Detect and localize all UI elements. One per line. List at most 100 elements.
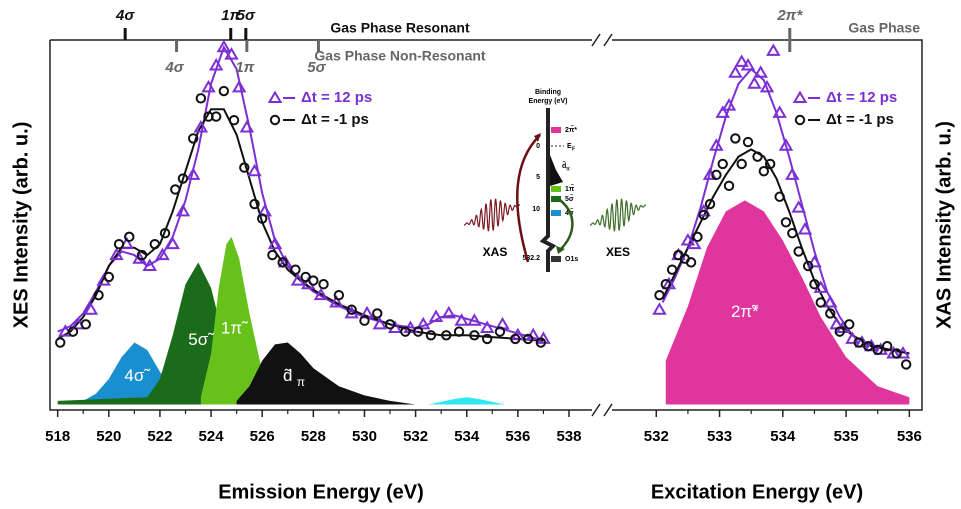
level-label: E bbox=[567, 143, 572, 150]
marker-triangle bbox=[109, 247, 124, 261]
marker-circle bbox=[187, 133, 199, 144]
inset-title: Energy (eV) bbox=[529, 98, 568, 105]
gas-phase-title: Gas Phase Resonant bbox=[330, 20, 470, 36]
x-tick-label: 530 bbox=[352, 428, 377, 445]
inset-title: Binding bbox=[535, 89, 561, 96]
marker-circle bbox=[900, 359, 912, 370]
marker-triangle bbox=[759, 79, 775, 93]
x-tick-label: 534 bbox=[770, 428, 796, 445]
marker-triangle bbox=[208, 58, 224, 71]
marker-circle bbox=[170, 184, 181, 195]
x-tick-label: 536 bbox=[897, 428, 922, 445]
marker-circle bbox=[685, 257, 697, 268]
marker-circle bbox=[736, 158, 747, 170]
marker-circle bbox=[742, 136, 754, 148]
marker-triangle bbox=[83, 302, 99, 315]
inset-tick: 532.2 bbox=[522, 255, 540, 262]
marker-triangle bbox=[728, 65, 743, 78]
marker-triangle bbox=[416, 316, 431, 330]
marker-triangle bbox=[785, 167, 800, 180]
gas-phase-title: Gas Phase bbox=[848, 20, 920, 36]
marker-circle bbox=[535, 337, 547, 348]
marker-circle bbox=[249, 198, 260, 210]
gas-phase-label: 4σ bbox=[115, 7, 135, 24]
marker-triangle bbox=[753, 65, 768, 78]
marker-circle bbox=[113, 238, 125, 250]
marker-triangle bbox=[247, 163, 262, 177]
level-label: 2π̃* bbox=[565, 126, 577, 134]
marker-triangle bbox=[772, 105, 787, 118]
level-label: π bbox=[566, 166, 570, 172]
marker-triangle bbox=[845, 331, 860, 344]
marker-circle bbox=[136, 249, 148, 261]
marker-circle bbox=[891, 348, 902, 359]
gas-phase-label: 4σ bbox=[164, 59, 184, 76]
inset-tick: 5 bbox=[536, 174, 540, 181]
marker-circle bbox=[267, 249, 278, 261]
xas-wave bbox=[463, 198, 521, 232]
marker-circle bbox=[103, 271, 115, 283]
marker-circle bbox=[692, 231, 703, 243]
marker-triangle bbox=[687, 236, 702, 250]
legend-marker bbox=[792, 90, 808, 103]
marker-circle bbox=[522, 333, 534, 345]
x-tick-label: 533 bbox=[707, 428, 732, 445]
xas-arrow bbox=[516, 134, 541, 263]
marker-triangle bbox=[740, 58, 756, 71]
component-area bbox=[236, 342, 416, 405]
marker-triangle bbox=[155, 247, 170, 261]
x-tick-label: 526 bbox=[250, 428, 275, 445]
level bbox=[551, 210, 561, 216]
marker-triangle bbox=[428, 309, 444, 323]
x-tick-label: 518 bbox=[45, 428, 70, 445]
legend-label: Δt = 12 ps bbox=[826, 89, 897, 106]
marker-circle bbox=[228, 114, 240, 126]
x-tick-label: 534 bbox=[454, 428, 480, 445]
level-label: 5σ̃ bbox=[565, 195, 574, 203]
gas-phase-label: 1π bbox=[235, 59, 254, 76]
marker-circle bbox=[793, 246, 804, 257]
level-label: F bbox=[572, 146, 575, 152]
inset: Binding Energy (eV) 0 5 10 532.2 2π̃* E … bbox=[463, 89, 647, 272]
marker-triangle bbox=[290, 273, 306, 286]
level-label: 1π̃ bbox=[565, 185, 575, 193]
marker-triangle bbox=[231, 79, 247, 93]
marker-circle bbox=[412, 326, 424, 337]
marker-triangle bbox=[709, 138, 724, 151]
marker-triangle bbox=[766, 43, 781, 56]
inset-tick: 0 bbox=[536, 143, 540, 150]
marker-circle bbox=[764, 158, 776, 170]
marker-triangle bbox=[680, 232, 696, 246]
marker-triangle bbox=[193, 119, 209, 133]
marker-triangle bbox=[715, 105, 730, 118]
marker-circle bbox=[400, 326, 411, 337]
component-label: π bbox=[297, 375, 305, 389]
component-area bbox=[57, 262, 250, 405]
fit-line bbox=[57, 108, 544, 342]
marker-circle bbox=[510, 333, 521, 345]
marker-triangle bbox=[329, 294, 344, 308]
marker-circle bbox=[469, 330, 480, 341]
xes-arrow bbox=[559, 199, 574, 251]
marker-circle bbox=[290, 264, 301, 275]
legend-label: Δt = 12 ps bbox=[301, 89, 372, 106]
marker-circle bbox=[654, 289, 665, 301]
level bbox=[551, 256, 561, 262]
xas-label: XAS bbox=[483, 245, 508, 259]
marker-circle bbox=[124, 231, 135, 243]
level bbox=[551, 196, 561, 202]
marker-triangle bbox=[791, 200, 806, 213]
marker-circle bbox=[210, 111, 222, 122]
marker-triangle bbox=[142, 258, 157, 272]
marker-circle bbox=[55, 337, 66, 348]
level bbox=[551, 186, 561, 192]
marker-triangle bbox=[267, 236, 283, 250]
gas-phase-label: 1π bbox=[221, 7, 240, 24]
marker-circle bbox=[711, 169, 722, 181]
marker-circle bbox=[372, 308, 383, 319]
marker-circle bbox=[752, 151, 763, 162]
marker-circle bbox=[277, 257, 288, 268]
marker-circle bbox=[863, 341, 874, 352]
arrow-head bbox=[556, 246, 565, 254]
